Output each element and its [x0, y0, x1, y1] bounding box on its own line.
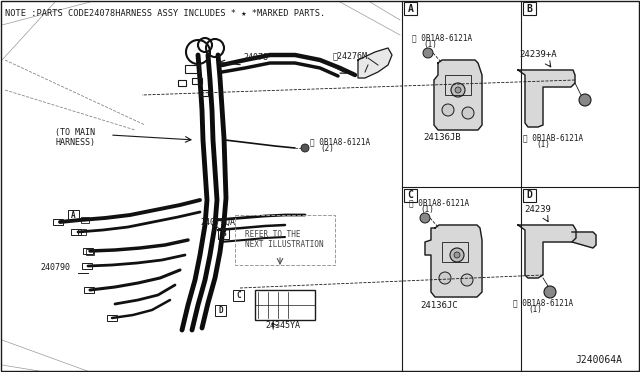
Circle shape: [442, 104, 454, 116]
Circle shape: [461, 274, 473, 286]
Text: 240790: 240790: [40, 263, 70, 272]
Bar: [404, 189, 417, 202]
Bar: [523, 189, 536, 202]
Text: 24136JB: 24136JB: [423, 133, 461, 142]
Text: C: C: [408, 190, 413, 201]
Text: A: A: [408, 3, 413, 13]
Bar: [71, 229, 81, 235]
Text: Ⓑ 0B1A8-6121A: Ⓑ 0B1A8-6121A: [310, 137, 370, 146]
Circle shape: [423, 48, 433, 58]
Text: 24239+A: 24239+A: [519, 50, 557, 59]
Polygon shape: [518, 225, 576, 278]
Text: 24136JC: 24136JC: [420, 301, 458, 310]
Bar: [215, 305, 226, 316]
Text: ⁂24276M: ⁂24276M: [333, 51, 368, 60]
Text: 24239: 24239: [525, 205, 552, 214]
Text: (TO MAIN
HARNESS): (TO MAIN HARNESS): [55, 128, 95, 147]
Bar: [255, 290, 315, 320]
Bar: [200, 90, 208, 96]
Bar: [404, 2, 417, 15]
Bar: [82, 263, 92, 269]
Bar: [445, 75, 471, 95]
Bar: [235, 215, 335, 265]
Polygon shape: [358, 48, 392, 78]
Text: B: B: [527, 3, 532, 13]
Polygon shape: [572, 232, 596, 248]
Text: A: A: [71, 211, 76, 220]
Text: Ⓑ 0B1A8-6121A: Ⓑ 0B1A8-6121A: [409, 198, 469, 207]
Bar: [233, 290, 244, 301]
Bar: [178, 80, 186, 86]
Bar: [523, 2, 536, 15]
Circle shape: [301, 144, 309, 152]
Circle shape: [454, 252, 460, 258]
Bar: [218, 228, 229, 239]
Text: C: C: [236, 291, 241, 300]
Text: Ⓑ 0B1A8-6121A: Ⓑ 0B1A8-6121A: [412, 33, 472, 42]
Polygon shape: [518, 70, 575, 127]
Text: Ⓑ 0B1AB-6121A: Ⓑ 0B1AB-6121A: [523, 133, 583, 142]
Text: (1): (1): [420, 205, 434, 214]
Bar: [78, 229, 86, 235]
Circle shape: [450, 248, 464, 262]
Polygon shape: [425, 225, 482, 297]
Circle shape: [451, 83, 465, 97]
Text: 24079QA: 24079QA: [200, 218, 235, 227]
Text: J240064A: J240064A: [575, 355, 622, 365]
Text: Ⓑ 0B1A8-6121A: Ⓑ 0B1A8-6121A: [513, 298, 573, 307]
Text: REFER TO THE
NEXT ILLUSTRATION: REFER TO THE NEXT ILLUSTRATION: [245, 230, 324, 249]
Text: 24078: 24078: [243, 53, 268, 62]
Polygon shape: [434, 60, 482, 130]
Circle shape: [439, 272, 451, 284]
Circle shape: [455, 87, 461, 93]
Bar: [192, 78, 202, 84]
Circle shape: [462, 107, 474, 119]
Bar: [185, 65, 199, 73]
Bar: [442, 242, 468, 262]
Text: D: D: [527, 190, 532, 201]
Circle shape: [544, 286, 556, 298]
Bar: [81, 217, 89, 223]
Bar: [83, 248, 93, 254]
Circle shape: [420, 213, 430, 223]
Circle shape: [579, 94, 591, 106]
Text: (1): (1): [423, 40, 437, 49]
Bar: [107, 315, 117, 321]
Text: (1): (1): [536, 140, 550, 149]
Bar: [53, 219, 63, 225]
Text: NOTE :PARTS CODE24078HARNESS ASSY INCLUDES * ★ *MARKED PARTS.: NOTE :PARTS CODE24078HARNESS ASSY INCLUD…: [5, 9, 325, 18]
Bar: [68, 210, 79, 221]
Text: (2): (2): [320, 144, 334, 153]
Bar: [84, 287, 94, 293]
Text: (1): (1): [528, 305, 542, 314]
Text: B: B: [221, 229, 226, 238]
Text: D: D: [218, 306, 223, 315]
Bar: [86, 249, 94, 255]
Text: 24345YA: 24345YA: [265, 321, 300, 330]
